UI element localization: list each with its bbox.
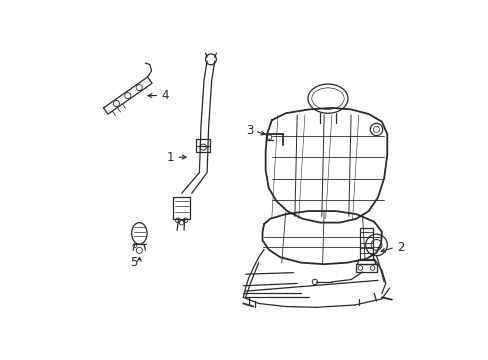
Text: 1: 1 <box>167 150 174 164</box>
Text: 4: 4 <box>161 89 168 102</box>
Text: 5: 5 <box>130 256 137 269</box>
Text: 3: 3 <box>245 125 253 138</box>
Text: 2: 2 <box>396 241 403 254</box>
